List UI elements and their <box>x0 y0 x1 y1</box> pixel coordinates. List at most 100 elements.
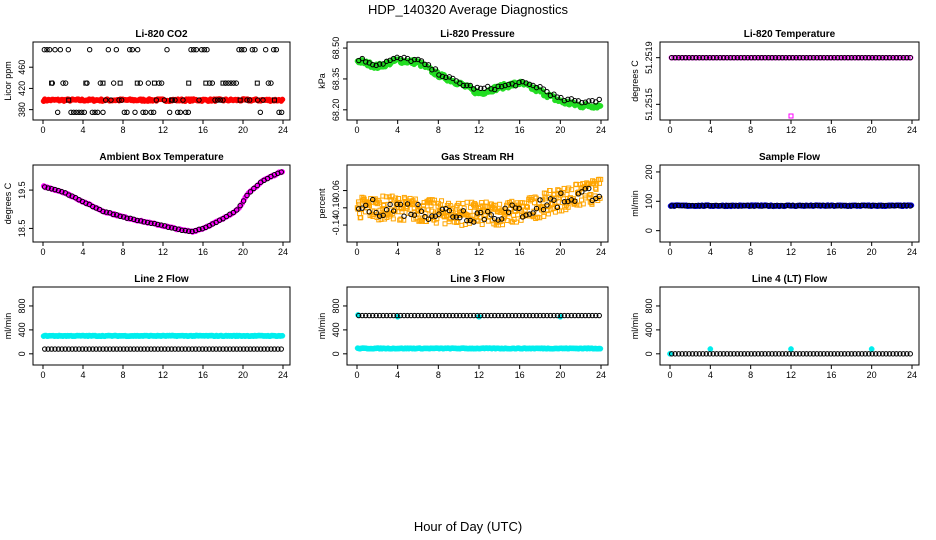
data-point <box>838 351 844 357</box>
data-point <box>597 345 604 352</box>
data-point <box>852 202 858 209</box>
data-point <box>786 54 792 61</box>
data-point <box>831 54 837 61</box>
data-point <box>831 351 837 357</box>
data-point <box>464 82 470 89</box>
data-point <box>724 203 730 209</box>
panel-1: Li-820 Pressure kPa 0 4 8 12 16 20 24 68.20 68.35 6… <box>317 29 609 135</box>
y-tick-label: 400 <box>331 322 341 337</box>
data-point <box>55 346 62 352</box>
data-point <box>532 194 538 200</box>
data-point <box>121 109 128 115</box>
data-point <box>230 209 236 216</box>
data-point <box>209 80 216 86</box>
data-point <box>240 346 247 352</box>
plot-frame <box>659 286 920 366</box>
data-point <box>158 346 164 352</box>
data-point <box>169 97 175 103</box>
data-point <box>66 97 72 103</box>
data-point <box>366 312 372 319</box>
data-point <box>703 54 709 61</box>
y-tick-label: 800 <box>331 298 341 313</box>
data-point <box>172 225 178 232</box>
x-tick-label: 0 <box>354 370 359 380</box>
data-point <box>131 216 137 223</box>
x-tick-label: 20 <box>867 247 877 257</box>
data-point <box>575 312 582 319</box>
data-point <box>397 55 404 62</box>
data-point <box>134 217 140 224</box>
x-tick-label: 24 <box>596 370 606 380</box>
data-point <box>439 206 446 212</box>
data-point <box>526 312 533 319</box>
data-point <box>758 203 765 209</box>
y-axis-label: ml/min <box>317 313 327 340</box>
data-point <box>141 219 147 225</box>
data-point <box>669 351 675 357</box>
data-point <box>383 312 390 319</box>
data-point <box>852 54 858 61</box>
data-point <box>485 208 491 215</box>
data-point <box>669 54 675 61</box>
data-point <box>100 208 106 215</box>
y-tick-label: 460 <box>17 60 27 75</box>
data-point <box>689 202 696 209</box>
data-point <box>356 206 362 212</box>
data-point <box>707 54 713 61</box>
data-point <box>515 212 521 218</box>
data-point <box>717 351 723 357</box>
data-point <box>443 312 449 319</box>
x-tick-label: 12 <box>158 125 168 135</box>
data-point <box>467 312 473 319</box>
data-point <box>890 351 896 357</box>
data-point <box>745 351 751 357</box>
data-point <box>165 224 171 230</box>
data-point <box>66 192 72 198</box>
data-point <box>373 209 379 216</box>
data-point <box>102 97 109 103</box>
data-point <box>597 103 604 109</box>
data-point <box>525 204 531 210</box>
data-point <box>105 47 112 53</box>
data-point <box>408 211 414 218</box>
data-point <box>748 54 754 61</box>
data-point <box>230 346 236 352</box>
data-point <box>113 47 120 53</box>
data-point <box>710 351 716 357</box>
data-point <box>385 201 391 207</box>
data-point <box>120 214 127 220</box>
data-point <box>495 83 501 90</box>
data-point <box>523 312 529 319</box>
data-point <box>114 346 120 352</box>
data-point <box>206 346 212 352</box>
data-point <box>828 202 834 209</box>
y-tick-label: 100 <box>644 194 654 209</box>
data-point <box>217 97 224 103</box>
data-point <box>155 221 161 228</box>
data-point <box>117 213 123 219</box>
data-point <box>380 212 386 219</box>
data-point <box>186 228 192 234</box>
data-point <box>457 214 463 221</box>
data-point <box>238 47 245 53</box>
data-point <box>446 312 453 319</box>
data-point <box>841 351 848 357</box>
data-point <box>491 312 498 319</box>
data-point <box>86 47 93 53</box>
data-point <box>669 203 675 209</box>
data-point <box>457 312 463 319</box>
data-point <box>369 312 376 319</box>
data-point <box>904 351 910 357</box>
data-point <box>467 82 473 89</box>
data-point <box>479 200 485 206</box>
x-tick-label: 20 <box>238 370 248 380</box>
data-point <box>411 312 418 319</box>
data-point <box>110 80 117 86</box>
data-point <box>450 75 456 82</box>
x-tick-label: 24 <box>278 247 288 257</box>
x-tick-label: 0 <box>667 247 672 257</box>
data-point <box>117 80 123 86</box>
data-point <box>540 206 547 213</box>
data-point <box>478 312 484 319</box>
data-point <box>471 219 477 225</box>
